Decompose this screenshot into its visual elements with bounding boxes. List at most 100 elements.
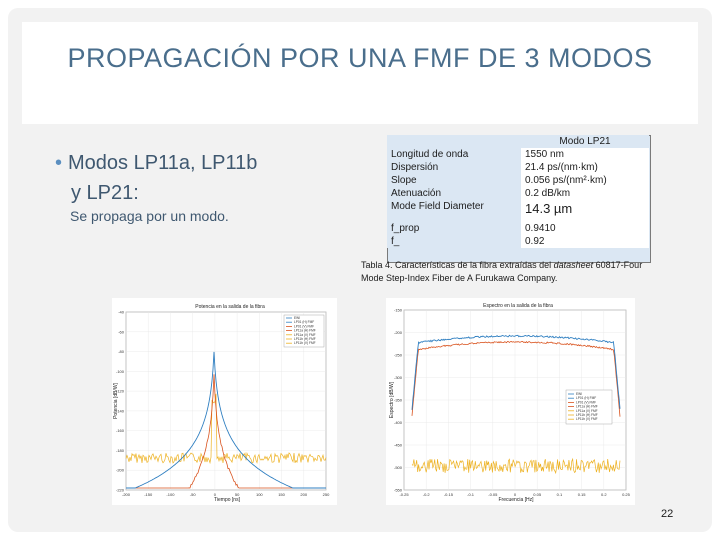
x-tick-label: 0.2 <box>601 492 607 497</box>
x-tick-label: 0.05 <box>533 492 542 497</box>
power-chart: Potencia en la salida de la fibra -40 -60… <box>113 304 330 503</box>
table-cell-label: Longitud de onda <box>387 148 521 161</box>
x-tick-label: 0.15 <box>578 492 587 497</box>
series-line-blue <box>126 351 326 489</box>
series-line-orange <box>411 340 621 417</box>
y-tick-label: -100 <box>116 369 125 374</box>
y-axis-label: Espectro [dB/W] <box>389 381 395 418</box>
table-cell-label: f_prop <box>387 217 521 235</box>
x-tick-label: 0 <box>514 492 517 497</box>
y-tick-label: -180 <box>116 448 125 453</box>
bullet-dot-icon: • <box>55 152 63 174</box>
table-header-empty <box>387 135 521 148</box>
x-tick-labels: -200 -150 -100 -50 0 50 100 150 200 250 <box>122 492 330 497</box>
x-tick-label: 50 <box>235 492 240 497</box>
legend-entry: EWI <box>294 316 300 320</box>
table-cell-label: Slope <box>387 174 521 187</box>
legend-entry: LP11a (H) FMF <box>576 405 598 409</box>
caption-prefix: Tabla 4. Características de la fibra ext… <box>361 260 554 270</box>
slide-title-text: PROPAGACIÓN POR UNA FMF DE 3 MODOS <box>67 43 653 73</box>
table-cell-value: 14.3 µm <box>521 200 649 217</box>
x-tick-label: -0.15 <box>444 492 454 497</box>
x-axis-label: Frecuencia [Hz] <box>498 497 534 503</box>
table-cell-value: 21.4 ps/(nm·km) <box>521 161 649 174</box>
bullet-line-1: Modos LP11a, LP11b <box>68 152 258 174</box>
y-tick-label: -40 <box>118 310 125 315</box>
series-line-yellow <box>125 393 327 465</box>
x-tick-label: 150 <box>278 492 285 497</box>
table-row: f_ 0.92 <box>387 235 649 248</box>
x-tick-label: -0.2 <box>423 492 431 497</box>
x-tick-labels: -0.25 -0.2 -0.15 -0.1 -0.05 0 0.05 0.1 0.15 0.2 0.… <box>399 492 630 497</box>
legend-entry: LP11a (V) FMF <box>294 333 316 337</box>
chart-title: Espectro en la salida de la fibra <box>483 303 553 309</box>
table-cell-label: Mode Field Diameter <box>387 200 521 217</box>
table-header-cell: Modo LP21 <box>521 135 649 148</box>
x-tick-label: -0.1 <box>467 492 475 497</box>
legend-entry: LP11b (H) FMF <box>294 337 316 341</box>
legend-entry: LP01 (V) FMF <box>576 400 596 404</box>
x-tick-label: 200 <box>300 492 307 497</box>
y-tick-label: -60 <box>118 329 125 334</box>
legend-entry: LP01 (H) FMF <box>294 320 314 324</box>
x-tick-label: -150 <box>144 492 153 497</box>
spectrum-chart: Espectro en la salida de la fibra -150 -2… <box>389 303 631 503</box>
x-tick-label: -100 <box>166 492 175 497</box>
y-tick-label: -200 <box>116 468 125 473</box>
spectrum-figure: Espectro en la salida de la fibra -150 -2… <box>386 298 635 505</box>
series-line-yellow <box>411 457 621 475</box>
x-tick-label: -0.05 <box>488 492 498 497</box>
y-tick-label: -200 <box>394 330 403 335</box>
y-tick-label: -300 <box>394 375 403 380</box>
y-tick-label: -250 <box>394 353 403 358</box>
table-row: Mode Field Diameter 14.3 µm <box>387 200 649 217</box>
table-row: Slope 0.056 ps/(nm²·km) <box>387 174 649 187</box>
table-caption: Tabla 4. Características de la fibra ext… <box>361 259 661 285</box>
y-tick-label: -80 <box>118 349 125 354</box>
y-tick-label: -120 <box>116 389 125 394</box>
x-tick-label: -50 <box>190 492 197 497</box>
legend-entry: LP11b (V) FMF <box>294 341 316 345</box>
table-row: Atenuación 0.2 dB/km <box>387 187 649 200</box>
table-row: Longitud de onda 1550 nm <box>387 148 649 161</box>
table-header-row: Modo LP21 <box>387 135 649 148</box>
y-tick-labels: -150 -200 -250 -300 -350 -400 -450 -500 -550 <box>394 308 403 493</box>
y-tick-label: -220 <box>116 488 125 493</box>
x-tick-label: 250 <box>323 492 330 497</box>
legend-box <box>283 314 325 348</box>
legend-entry: LP01 (V) FMF <box>294 324 314 328</box>
x-tick-label: 0.1 <box>557 492 563 497</box>
y-tick-label: -550 <box>394 488 403 493</box>
y-tick-label: -450 <box>394 443 403 448</box>
table-cell-value: 1550 nm <box>521 148 649 161</box>
table-cell-value: 0.2 dB/km <box>521 187 649 200</box>
subtext: Se propaga por un modo. <box>70 208 229 224</box>
x-tick-label: -0.25 <box>399 492 409 497</box>
x-tick-label: 0 <box>214 492 217 497</box>
title-box: PROPAGACIÓN POR UNA FMF DE 3 MODOS <box>22 22 698 124</box>
table-cell-value: 0.9410 <box>521 217 649 235</box>
x-tick-label: -200 <box>122 492 131 497</box>
table-cell-label: Dispersión <box>387 161 521 174</box>
x-tick-label: 100 <box>256 492 263 497</box>
slide-title: PROPAGACIÓN POR UNA FMF DE 3 MODOS <box>22 40 698 76</box>
y-tick-labels: -40 -60 -80 -100 -120 -140 -160 -180 -200 -220 <box>116 310 125 493</box>
chart-title: Potencia en la salida de la fibra <box>195 304 265 310</box>
legend-entry: LP11a (V) FMF <box>576 409 598 413</box>
legend-entry: LP11b (V) FMF <box>576 417 598 421</box>
y-tick-label: -500 <box>394 465 403 470</box>
table-cell-label: Atenuación <box>387 187 521 200</box>
caption-suffix: 60817-Four Mode Step-Index Fiber de A Fu… <box>361 260 643 283</box>
y-tick-label: -160 <box>116 428 125 433</box>
power-figure: Potencia en la salida de la fibra -40 -60… <box>112 298 337 505</box>
caption-italic: datasheet <box>553 260 594 270</box>
legend-entry: EWI <box>576 392 582 396</box>
legend-entry: LP11a (H) FMF <box>294 329 316 333</box>
bullet-line-2: y LP21: <box>71 182 139 204</box>
x-tick-label: 0.25 <box>622 492 631 497</box>
table-cell-label: f_ <box>387 235 521 248</box>
legend-entry: LP11b (H) FMF <box>576 413 598 417</box>
table-row: Dispersión 21.4 ps/(nm·km) <box>387 161 649 174</box>
